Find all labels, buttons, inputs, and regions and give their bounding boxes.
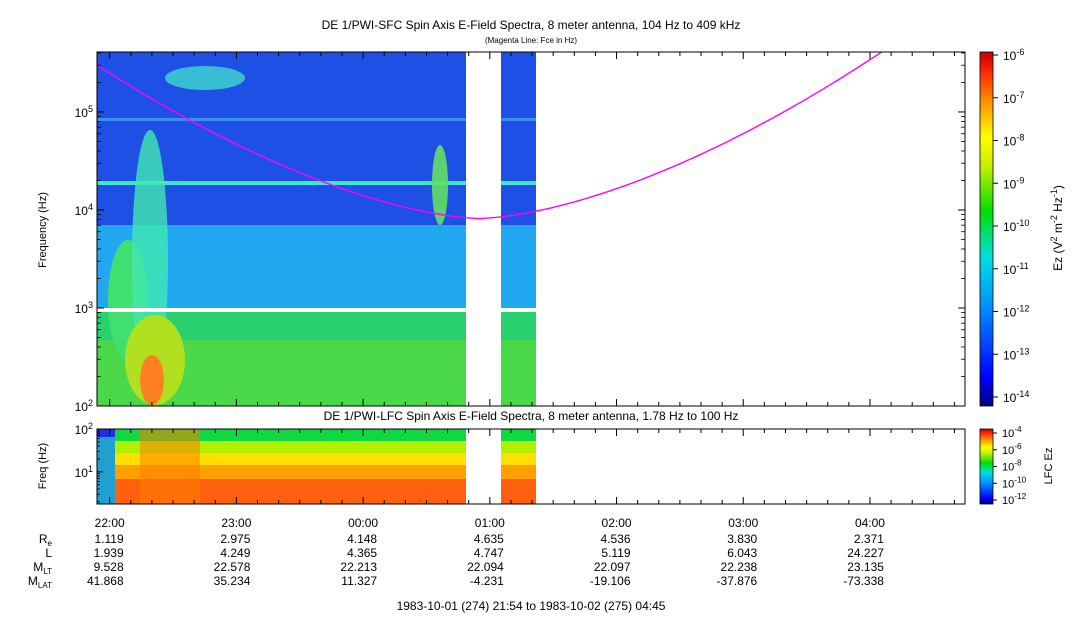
ephemeris-row-label: Re [39,532,53,548]
ephemeris-value: 5.119 [601,546,630,560]
sfc-horizontal-line-2 [97,118,536,121]
lfc-start-block [97,429,115,504]
ephemeris-value: 4.747 [474,546,504,560]
sfc-emission-hot [140,355,164,405]
top-y-axis: 102 103 104 105 [75,52,965,414]
top-y-tick-label: 105 [75,104,93,120]
lfc-spectrogram [97,429,965,504]
top-colorbar-ticks: 10-6 10-7 10-8 10-9 10-10 10-11 10-12 10-13 10-1… [993,47,1029,405]
ephemeris-value: 11.327 [341,574,377,588]
top-colorbar-tick-label: 10-11 [1003,261,1029,277]
top-y-axis-label: Frequency (Hz) [37,192,49,268]
bottom-colorbar-label: LFC Ez [1043,448,1055,485]
top-colorbar [979,51,994,407]
ephemeris-row-label: L [45,546,52,560]
top-colorbar-tick-label: 10-13 [1003,346,1029,362]
bottom-y-tick-label: 102 [75,421,93,437]
x-tick-label: 22:00 [95,516,125,530]
top-y-tick-label: 102 [75,398,93,414]
top-y-tick-label: 103 [75,300,93,316]
bottom-colorbar-ticks: 10-4 10-6 10-810-10 10-12 [993,425,1027,507]
time-range-label: 1983-10-01 (274) 21:54 to 1983-10-02 (27… [397,599,666,613]
x-tick-label: 00:00 [348,516,378,530]
top-colorbar-tick-label: 10-8 [1003,133,1024,149]
top-colorbar-tick-label: 10-10 [1003,218,1029,234]
sfc-emission-upper [165,66,245,90]
top-colorbar-tick-label: 10-6 [1003,47,1024,63]
ephemeris-value: 4.635 [474,532,504,546]
bottom-colorbar-tick-label: 10-12 [1002,492,1027,507]
sfc-emission-right [432,145,448,225]
ephemeris-value: 4.536 [601,532,631,546]
ephemeris-value: 9.528 [94,560,124,574]
ephemeris-row-label: MLAT [28,574,52,590]
bottom-panel-title: DE 1/PWI-LFC Spin Axis E-Field Spectra, … [324,409,739,423]
fce-magenta-line [97,52,883,220]
ephemeris-value: 4.249 [220,546,250,560]
ephemeris-value: 2.371 [854,532,884,546]
x-axis: 22:00 23:00 00:00 01:00 02:00 03:00 04:00 [95,52,955,530]
ephemeris-value: -73.338 [843,574,884,588]
top-colorbar-tick-label: 10-9 [1003,175,1024,191]
ephemeris-value: 22.213 [340,560,377,574]
ephemeris-value: 1.119 [95,532,124,546]
top-colorbar-tick-label: 10-12 [1003,304,1029,320]
ephemeris-value: 2.975 [220,532,250,546]
ephemeris-value: 35.234 [214,574,251,588]
lfc-start-block-top [97,429,115,437]
bottom-panel-frame [96,428,966,505]
ephemeris-value: -37.876 [717,574,758,588]
ephemeris-value: 4.148 [347,532,377,546]
x-tick-label: 01:00 [475,516,505,530]
bottom-colorbar [979,428,994,505]
ephemeris-value: -19.106 [590,574,631,588]
x-tick-label: 03:00 [728,516,758,530]
top-colorbar-tick-label: 10-7 [1003,90,1024,106]
bottom-colorbar-tick-label: 10-10 [1002,475,1027,490]
sfc-data-gap [466,52,501,406]
lfc-data-gap [466,429,501,504]
top-colorbar-label: Ez (V2 m-2 Hz-1) [1049,185,1065,271]
top-colorbar-tick-label: 10-14 [1003,389,1029,405]
sfc-spectrogram [97,52,965,406]
ephemeris-value: 22.578 [214,560,251,574]
x-tick-label: 02:00 [602,516,632,530]
ephemeris-value: 23.135 [847,560,884,574]
ephemeris-value: 22.097 [594,560,631,574]
ephemeris-value: 6.043 [727,546,757,560]
ephemeris-value: 3.830 [727,532,757,546]
ephemeris-value: 4.365 [347,546,377,560]
lfc-band-4 [97,465,536,479]
ephemeris-row-label: MLT [33,560,52,576]
bottom-colorbar-tick-label: 10-6 [1002,442,1022,457]
ephemeris-table: Re 1.119 2.975 4.148 4.635 4.536 3.830 2.371 L 1.… [28,532,884,590]
top-panel-frame [96,51,966,407]
bottom-y-axis: 101 102 [75,421,103,503]
sfc-horizontal-line [97,181,536,185]
ephemeris-value: -4.231 [470,574,504,588]
sfc-mid-freq-band [97,225,536,308]
x-tick-label: 04:00 [855,516,885,530]
bottom-colorbar-tick-label: 10-8 [1002,459,1022,474]
bottom-colorbar-tick-label: 10-4 [1002,425,1022,440]
ephemeris-value: 1.939 [94,546,124,560]
sfc-band-gap [97,308,536,312]
lfc-band-3 [97,453,536,465]
top-panel-subtitle: (Magenta Line: Fce in Hz) [485,36,577,45]
bottom-y-axis-label: Freq (Hz) [37,443,49,489]
x-tick-label: 23:00 [221,516,251,530]
top-y-tick-label: 104 [75,202,93,218]
ephemeris-value: 22.238 [721,560,758,574]
ephemeris-value: 22.094 [467,560,504,574]
lfc-band-2 [97,441,536,453]
bottom-y-tick-label: 101 [75,464,93,480]
lfc-emission [140,429,200,504]
top-panel-title: DE 1/PWI-SFC Spin Axis E-Field Spectra, … [322,18,741,32]
ephemeris-value: 24.227 [847,546,884,560]
ephemeris-value: 41.868 [87,574,124,588]
